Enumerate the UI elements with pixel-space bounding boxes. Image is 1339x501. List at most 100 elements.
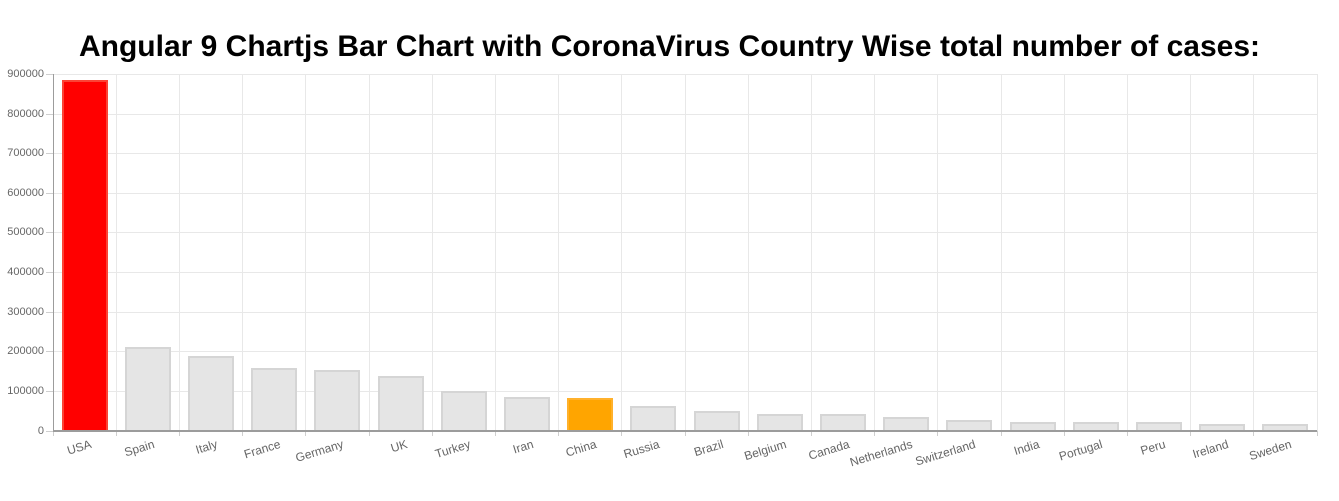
x-label-peru: Peru <box>1138 437 1168 458</box>
y-axis-tick <box>46 232 53 234</box>
y-axis-label: 700000 <box>7 147 44 160</box>
y-axis-tick <box>46 113 53 115</box>
y-axis <box>52 74 54 431</box>
x-gridline <box>810 74 812 431</box>
y-axis-label: 400000 <box>7 266 44 278</box>
x-axis-tick <box>305 431 307 436</box>
x-label-india: India <box>1011 437 1041 458</box>
x-label-france: France <box>242 437 283 462</box>
bar-ireland[interactable] <box>1199 424 1246 431</box>
x-label-turkey: Turkey <box>433 437 472 461</box>
x-axis-tick <box>810 431 812 436</box>
x-gridline <box>368 74 370 431</box>
x-gridline <box>621 74 623 431</box>
x-axis-tick <box>431 431 433 436</box>
bar-switzerland[interactable] <box>946 419 993 431</box>
x-axis-tick <box>747 431 749 436</box>
y-axis-label: 500000 <box>7 226 44 239</box>
y-axis-label: 900000 <box>7 67 44 80</box>
x-label-china: China <box>564 437 599 460</box>
y-axis-label: 200000 <box>7 345 44 358</box>
y-axis-label: 100000 <box>7 384 44 397</box>
bar-belgium[interactable] <box>756 414 803 431</box>
x-gridline <box>431 74 433 431</box>
y-axis-tick <box>46 153 53 155</box>
y-axis-tick <box>46 311 53 313</box>
x-axis-tick <box>242 431 244 436</box>
bar-india[interactable] <box>1009 421 1056 431</box>
x-label-uk: UK <box>388 437 409 456</box>
x-gridline <box>684 74 686 431</box>
x-axis-tick <box>494 431 496 436</box>
x-label-netherlands: Netherlands <box>848 437 915 470</box>
bar-iran[interactable] <box>504 396 550 431</box>
bar-netherlands[interactable] <box>883 416 930 431</box>
y-axis-label: 600000 <box>7 186 44 199</box>
x-gridline <box>1063 74 1065 431</box>
x-axis-tick <box>1126 431 1128 436</box>
x-label-canada: Canada <box>806 437 852 463</box>
x-label-sweden: Sweden <box>1247 437 1294 464</box>
bar-russia[interactable] <box>630 406 677 431</box>
bar-germany[interactable] <box>314 370 361 431</box>
x-gridline <box>874 74 876 431</box>
x-gridline <box>1000 74 1002 431</box>
x-gridline <box>178 74 180 431</box>
x-gridline <box>1190 74 1192 431</box>
x-axis-tick <box>1063 431 1065 436</box>
x-label-italy: Italy <box>193 437 220 457</box>
x-label-ireland: Ireland <box>1191 437 1231 462</box>
y-axis-label: 800000 <box>7 107 44 120</box>
x-gridline <box>937 74 939 431</box>
x-gridline <box>115 74 117 431</box>
x-axis-tick <box>1190 431 1192 436</box>
bar-peru[interactable] <box>1136 422 1182 431</box>
y-axis-label: 300000 <box>7 305 44 318</box>
bar-canada[interactable] <box>820 414 866 431</box>
bar-sweden[interactable] <box>1262 424 1309 431</box>
bar-usa[interactable] <box>61 79 108 431</box>
x-label-switzerland: Switzerland <box>914 437 978 469</box>
y-axis-tick <box>46 430 53 432</box>
x-label-belgium: Belgium <box>742 437 788 464</box>
x-gridline <box>558 74 560 431</box>
x-label-russia: Russia <box>622 437 662 462</box>
x-gridline <box>305 74 307 431</box>
y-axis-tick <box>46 73 53 75</box>
bar-brazil[interactable] <box>693 411 740 431</box>
x-label-usa: USA <box>64 437 93 458</box>
x-axis-tick <box>178 431 180 436</box>
y-axis-tick <box>46 272 53 273</box>
bar-france[interactable] <box>251 368 298 431</box>
x-axis-tick <box>115 431 117 436</box>
x-gridline <box>1316 74 1318 431</box>
bar-spain[interactable] <box>124 346 171 431</box>
y-axis-tick <box>46 351 53 353</box>
bar-italy[interactable] <box>188 355 234 431</box>
x-axis-tick <box>1000 431 1002 436</box>
x-axis-tick <box>937 431 939 436</box>
bar-turkey[interactable] <box>440 390 487 431</box>
bar-china[interactable] <box>567 398 614 431</box>
x-label-portugal: Portugal <box>1057 437 1104 464</box>
x-gridline <box>747 74 749 431</box>
x-axis-tick <box>368 431 370 436</box>
y-axis-label: 0 <box>37 424 44 437</box>
x-axis-tick <box>52 431 54 436</box>
x-axis-tick <box>621 431 623 436</box>
x-label-germany: Germany <box>294 437 346 465</box>
x-gridline <box>1253 74 1255 431</box>
x-gridline <box>1126 74 1128 431</box>
x-axis-tick <box>1253 431 1255 436</box>
x-label-spain: Spain <box>122 437 156 460</box>
x-axis-tick <box>684 431 686 436</box>
y-axis-tick <box>46 390 53 392</box>
x-gridline <box>494 74 496 431</box>
bar-portugal[interactable] <box>1072 422 1119 431</box>
x-axis <box>53 430 1317 432</box>
x-label-brazil: Brazil <box>691 437 725 460</box>
x-label-iran: Iran <box>511 437 536 457</box>
bar-uk[interactable] <box>377 376 424 431</box>
chart-title: Angular 9 Chartjs Bar Chart with CoronaV… <box>78 30 1261 64</box>
